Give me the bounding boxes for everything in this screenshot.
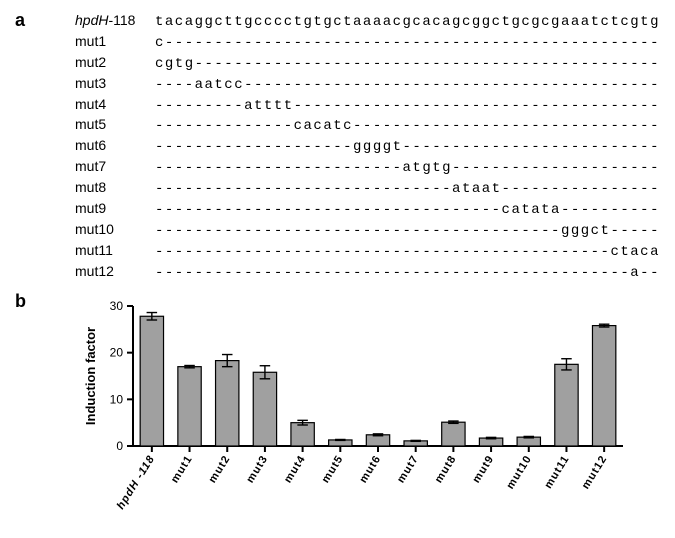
- alignment-row: mut2cgtg--------------------------------…: [75, 53, 660, 74]
- svg-text:mut2: mut2: [207, 453, 233, 485]
- svg-text:mut6: mut6: [357, 453, 383, 485]
- alignment-row-seq: c---------------------------------------…: [155, 34, 660, 53]
- alignment-row: mut6--------------------ggggt-----------…: [75, 136, 660, 157]
- svg-text:mut4: mut4: [282, 453, 308, 485]
- svg-text:Induction factor: Induction factor: [83, 326, 98, 424]
- svg-text:hpdH -118: hpdH -118: [115, 453, 158, 511]
- svg-text:mut8: mut8: [433, 453, 459, 485]
- chart-svg: 0 10 20 30 Induction factor hpdH -118 mut1 mut2…: [75, 298, 635, 528]
- alignment-row-label: mut10: [75, 220, 155, 239]
- svg-text:10: 10: [110, 392, 124, 406]
- svg-text:30: 30: [110, 299, 124, 313]
- svg-text:mut3: mut3: [244, 453, 270, 485]
- svg-text:mut9: mut9: [470, 453, 496, 485]
- alignment-row: mut12-----------------------------------…: [75, 262, 660, 283]
- svg-text:mut5: mut5: [320, 453, 346, 485]
- alignment-row: mut10-----------------------------------…: [75, 220, 660, 241]
- alignment-row-seq: ----aatcc-------------------------------…: [155, 76, 660, 95]
- alignment-row-label: mut5: [75, 115, 155, 134]
- induction-chart: 0 10 20 30 Induction factor hpdH -118 mut1 mut2…: [75, 298, 635, 528]
- svg-text:20: 20: [110, 345, 124, 359]
- alignment-row: mut11-----------------------------------…: [75, 241, 660, 262]
- alignment-row-label: mut8: [75, 178, 155, 197]
- alignment-row-label: hpdH-118: [75, 11, 155, 30]
- panel-b: b 0102030Induction factorhpdH -118mut1mu…: [15, 291, 660, 528]
- alignment-row: mut7-------------------------atgtg------…: [75, 157, 660, 178]
- alignment-row-label: mut7: [75, 157, 155, 176]
- svg-text:mut7: mut7: [395, 453, 421, 485]
- alignment-row-label: mut2: [75, 53, 155, 72]
- alignment-row: mut8------------------------------ataat-…: [75, 178, 660, 199]
- svg-text:mut12: mut12: [580, 453, 610, 491]
- alignment-row-seq: --------------cacatc--------------------…: [155, 117, 660, 136]
- alignment-row-seq: ----------------------------------------…: [155, 264, 660, 283]
- alignment-row-seq: ----------------------------------------…: [155, 243, 660, 262]
- alignment-row-label: mut3: [75, 74, 155, 93]
- panel-a: a hpdH-118tacaggcttgcccctgtgctaaaacgcaca…: [15, 10, 660, 283]
- alignment-row: mut1c-----------------------------------…: [75, 32, 660, 53]
- alignment-block: hpdH-118tacaggcttgcccctgtgctaaaacgcacagc…: [75, 11, 660, 283]
- svg-text:mut1: mut1: [169, 453, 195, 485]
- svg-text:mut11: mut11: [542, 453, 572, 491]
- alignment-row: mut4---------atttt----------------------…: [75, 95, 660, 116]
- alignment-row-label: mut1: [75, 32, 155, 51]
- alignment-row: hpdH-118tacaggcttgcccctgtgctaaaacgcacagc…: [75, 11, 660, 32]
- alignment-row: mut5--------------cacatc----------------…: [75, 115, 660, 136]
- alignment-row-seq: -----------------------------------catat…: [155, 201, 660, 220]
- alignment-row: mut9-----------------------------------c…: [75, 199, 660, 220]
- alignment-row-label: mut6: [75, 136, 155, 155]
- alignment-row-label: mut4: [75, 95, 155, 114]
- alignment-row-seq: ------------------------------ataat-----…: [155, 180, 660, 199]
- alignment-row-seq: ----------------------------------------…: [155, 222, 660, 241]
- svg-text:mut10: mut10: [504, 453, 534, 491]
- alignment-row: mut3----aatcc---------------------------…: [75, 74, 660, 95]
- alignment-row-seq: --------------------ggggt---------------…: [155, 138, 660, 157]
- alignment-row-seq: -------------------------atgtg----------…: [155, 159, 660, 178]
- alignment-row-seq: cgtg------------------------------------…: [155, 55, 660, 74]
- alignment-row-label: mut9: [75, 199, 155, 218]
- alignment-row-label: mut12: [75, 262, 155, 281]
- alignment-row-seq: ---------atttt--------------------------…: [155, 97, 660, 116]
- svg-text:0: 0: [116, 439, 123, 453]
- alignment-row-seq: tacaggcttgcccctgtgctaaaacgcacagcggctgcgc…: [155, 13, 660, 32]
- alignment-row-label: mut11: [75, 241, 155, 260]
